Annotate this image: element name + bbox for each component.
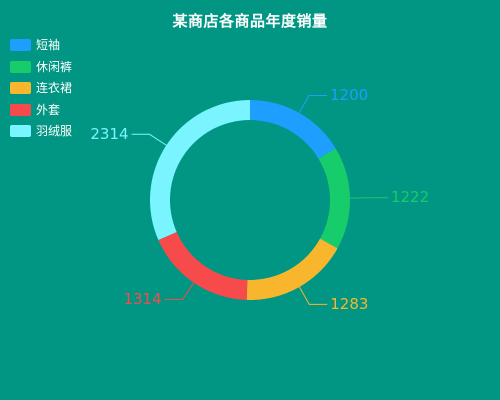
legend-item[interactable]: 连衣裙 (10, 81, 72, 95)
legend-swatch (10, 125, 31, 137)
label-leader-line (298, 286, 328, 305)
chart-title: 某商店各商品年度销量 (172, 12, 328, 30)
data-labels: 1200 1222 1283 1314 2314 (90, 86, 429, 313)
donut-slice[interactable] (318, 148, 350, 249)
donut-slice[interactable] (246, 238, 338, 300)
legend-swatch (10, 39, 31, 51)
donut-slice[interactable] (158, 232, 248, 300)
data-label: 2314 (90, 125, 128, 143)
data-label: 1314 (123, 290, 161, 308)
label-leader-line (164, 282, 195, 300)
donut-slice[interactable] (149, 100, 250, 241)
legend-swatch (10, 60, 31, 73)
label-leader-line (298, 95, 328, 114)
legend-label: 连衣裙 (36, 81, 73, 95)
donut-slices (149, 100, 350, 300)
data-label: 1222 (391, 188, 429, 206)
legend-label: 外套 (36, 102, 61, 117)
legend-swatch (10, 103, 31, 116)
data-label: 1200 (330, 86, 368, 104)
legend-label: 羽绒服 (36, 124, 73, 138)
legend-item[interactable]: 休闲裤 (10, 60, 72, 74)
label-leaders (131, 95, 388, 305)
legend-swatch (10, 82, 31, 94)
legend: 短袖休闲裤连衣裙外套羽绒服 (10, 38, 72, 146)
legend-item[interactable]: 羽绒服 (10, 124, 72, 138)
legend-label: 休闲裤 (36, 59, 73, 74)
data-label: 1283 (330, 295, 368, 313)
legend-item[interactable]: 外套 (10, 103, 72, 117)
label-leader-line (131, 133, 167, 146)
donut-slice[interactable] (250, 100, 336, 159)
legend-label: 短袖 (36, 38, 61, 52)
legend-item[interactable]: 短袖 (10, 38, 72, 52)
